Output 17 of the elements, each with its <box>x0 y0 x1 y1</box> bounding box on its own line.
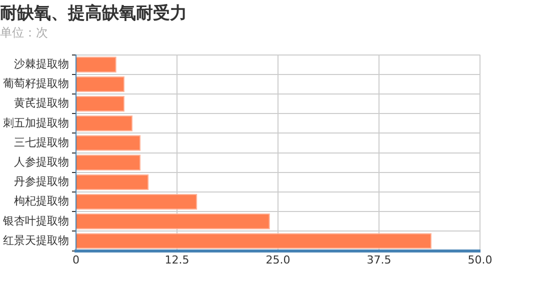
chart-subtitle: 单位：次 <box>0 26 48 40</box>
y-tick-label: 红景天提取物 <box>3 234 69 247</box>
x-tick-label: 12.5 <box>164 253 190 266</box>
y-tick-label: 三七提取物 <box>14 136 69 149</box>
y-tick-label: 葡萄籽提取物 <box>3 77 69 90</box>
x-tick-label: 0 <box>72 253 80 266</box>
y-tick-label: 丹参提取物 <box>14 175 69 188</box>
x-tick-label: 25.0 <box>266 253 290 266</box>
y-tick-label: 刺五加提取物 <box>3 116 69 130</box>
y-tick-label: 银杏叶提取物 <box>2 214 69 228</box>
y-tick-label: 枸杞提取物 <box>14 194 69 208</box>
chart-title: 耐缺氧、提高缺氧耐受力 <box>0 4 187 24</box>
x-tick-label: 50.0 <box>468 253 492 266</box>
y-tick-label: 黄芪提取物 <box>14 96 69 110</box>
y-tick-label: 沙棘提取物 <box>14 57 69 70</box>
y-tick-label: 人参提取物 <box>14 155 69 168</box>
x-tick-label: 37.5 <box>366 253 392 266</box>
